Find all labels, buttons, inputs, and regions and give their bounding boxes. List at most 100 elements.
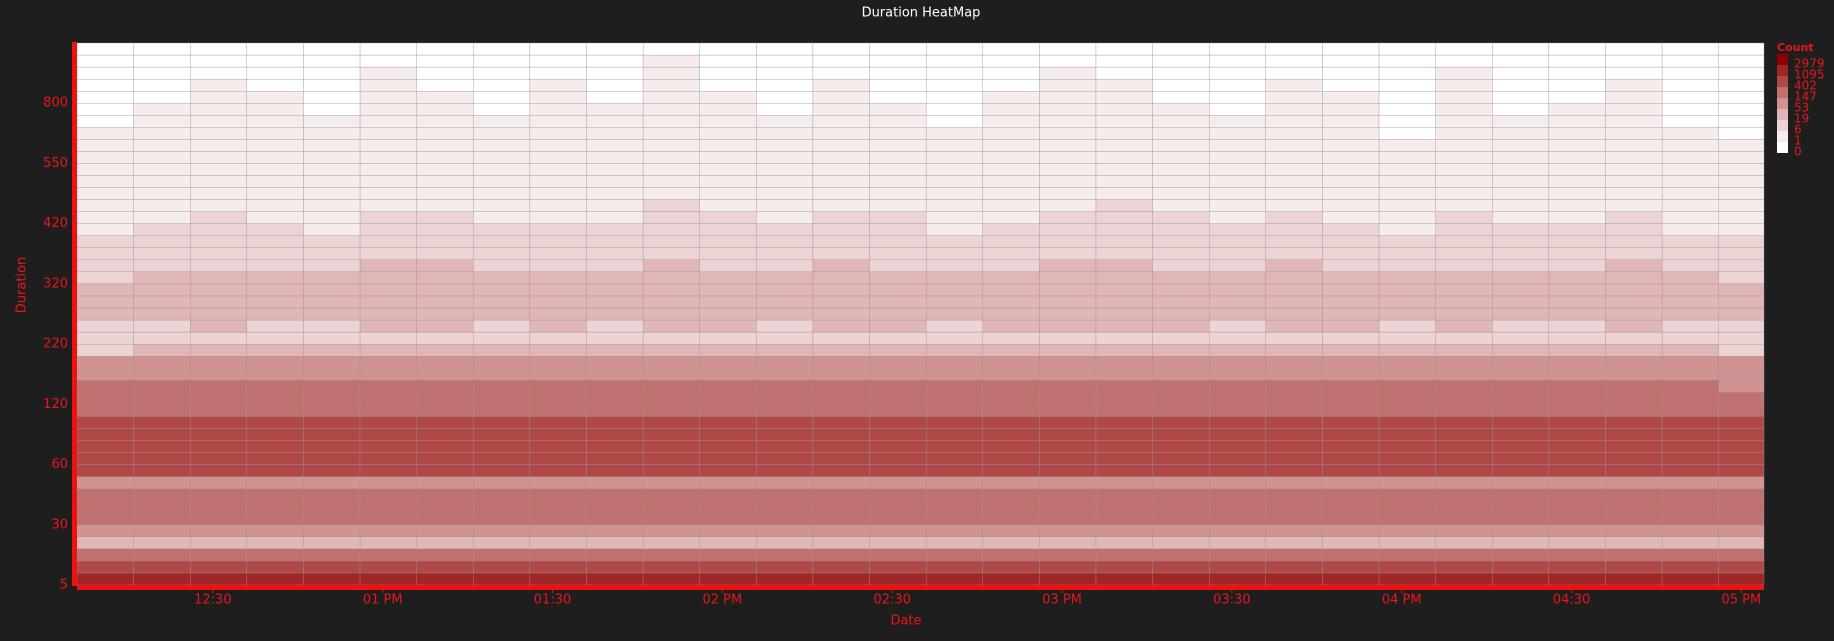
heatmap-cell [1209,476,1267,489]
heatmap-cell [1378,392,1436,405]
heatmap-cell [982,175,1040,188]
heatmap-cell [359,536,417,550]
heatmap-cell [869,163,927,176]
heatmap-cell [925,247,983,260]
heatmap-cell [246,440,304,453]
heatmap-cell [812,464,870,477]
heatmap-cell [1718,91,1765,104]
heatmap-cell [416,343,474,357]
heatmap-cell [1492,319,1550,333]
y-tick-label: 30 [51,517,68,532]
heatmap-cell [1718,560,1765,574]
heatmap-cell [1265,127,1323,140]
heatmap-cell [1152,440,1210,453]
heatmap-cell [1152,175,1210,188]
heatmap-cell [133,175,191,188]
heatmap-cell [416,103,474,116]
legend-swatch [1777,76,1788,87]
heatmap-cell [303,319,361,333]
heatmap-cell [642,66,700,80]
heatmap-cell [246,560,304,574]
heatmap-cell [133,355,191,369]
heatmap-cell [812,440,870,453]
heatmap-cell [359,175,417,188]
heatmap-cell [1209,235,1267,248]
heatmap-cell [246,175,304,188]
heatmap-cell [1039,319,1097,333]
heatmap-cell [1378,380,1436,393]
heatmap-cell [756,66,814,80]
heatmap-cell [303,392,361,405]
heatmap-cell [473,139,531,152]
heatmap-cell [1378,416,1436,429]
heatmap-cell [642,163,700,176]
heatmap-cell [1152,452,1210,465]
heatmap-cell [1605,404,1663,417]
heatmap-cell [1322,331,1380,345]
heatmap-cell [529,235,587,248]
heatmap-cell [642,476,700,489]
heatmap-cell [869,211,927,224]
heatmap-cell [473,512,531,525]
heatmap-cell [416,368,474,381]
heatmap-cell [1209,512,1267,525]
heatmap-cell [1095,163,1153,176]
heatmap-cell [982,319,1040,333]
heatmap-cell [246,199,304,212]
heatmap-cell [303,283,361,297]
heatmap-cell [190,187,248,200]
heatmap-cell [1039,343,1097,357]
heatmap-cell [1718,548,1765,562]
heatmap-cell [359,380,417,393]
heatmap-cell [1661,42,1719,56]
heatmap-cell [699,488,757,501]
heatmap-cell [359,91,417,104]
legend-swatch [1777,87,1788,98]
heatmap-cell [869,199,927,212]
heatmap-cell [1548,199,1606,212]
heatmap-cell [1548,524,1606,537]
heatmap-cell [1378,151,1436,164]
heatmap-cell [982,78,1040,92]
heatmap-cell [1322,295,1380,309]
heatmap-cell [1209,548,1267,562]
heatmap-cell [416,476,474,489]
heatmap-cell [1492,380,1550,393]
heatmap-cell [303,151,361,164]
heatmap-cell [76,271,134,285]
heatmap-cell [1378,259,1436,273]
heatmap-cell [1492,464,1550,477]
heatmap-cell [190,115,248,128]
heatmap-cell [1265,404,1323,417]
heatmap-cell [1661,247,1719,260]
heatmap-cell [473,307,531,321]
heatmap-cell [1209,307,1267,321]
heatmap-cell [1378,512,1436,525]
heatmap-cell [869,512,927,525]
heatmap-cell [642,307,700,321]
heatmap-cell [1548,536,1606,550]
heatmap-cell [1492,392,1550,405]
heatmap-cell [699,500,757,513]
heatmap-cell [1661,151,1719,164]
y-tick-label: 5 [60,578,68,593]
heatmap-cell [1548,235,1606,248]
heatmap-cell [925,560,983,574]
heatmap-cell [1435,416,1493,429]
heatmap-cell [1209,259,1267,273]
heatmap-cell [1378,115,1436,128]
heatmap-cell [642,151,700,164]
heatmap-cell [586,343,644,357]
heatmap-cell [1039,331,1097,345]
heatmap-cell [359,283,417,297]
heatmap-cell [982,187,1040,200]
heatmap-cell [925,307,983,321]
heatmap-cell [1039,66,1097,80]
heatmap-cell [1718,115,1765,128]
heatmap-cell [869,283,927,297]
heatmap-cell [982,572,1040,586]
heatmap-cell [1605,151,1663,164]
heatmap-cell [359,500,417,513]
heatmap-cell [1435,368,1493,381]
heatmap-cell [812,66,870,80]
